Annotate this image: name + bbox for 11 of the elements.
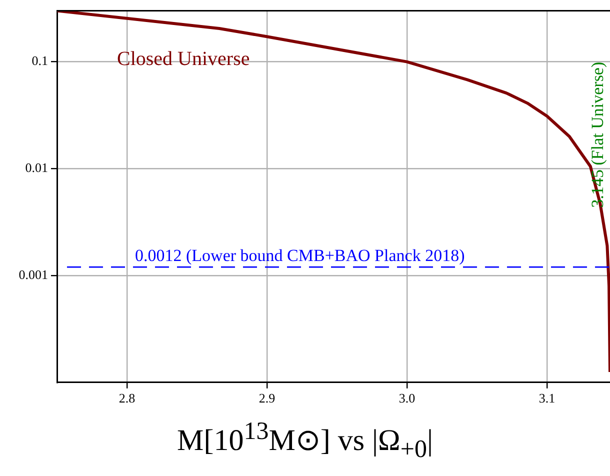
annotation: 3.145 (Flat Universe): [588, 62, 607, 208]
x-axis-title: M[10$^{13}$M⊙] vs |Ω$_{+0}$|: [176, 418, 434, 464]
y-tick-label: 0.1: [32, 53, 48, 68]
x-tick-label: 2.9: [258, 390, 276, 406]
series-label: Closed Universe: [117, 48, 250, 70]
y-tick-label: 0.001: [18, 266, 48, 282]
y-tick-label: 0.01: [25, 160, 48, 176]
x-tick-label: 3.0: [398, 390, 416, 406]
x-tick-label: 2.8: [118, 390, 136, 406]
ref-line-label: 0.0012 (Lower bound CMB+BAO Planck 2018): [135, 246, 465, 266]
x-tick-label: 3.1: [538, 390, 556, 406]
